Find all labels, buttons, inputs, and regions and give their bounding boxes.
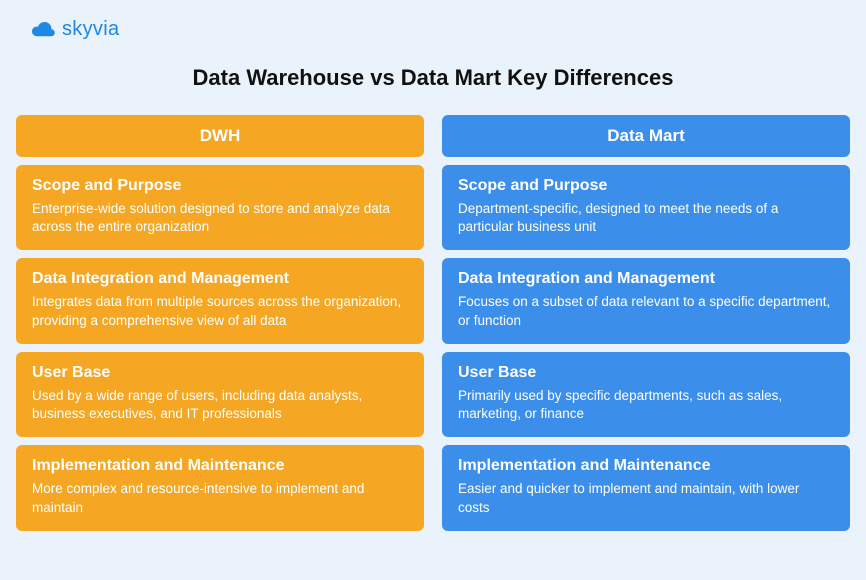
card-title: Scope and Purpose <box>32 177 408 195</box>
dwh-card: Scope and Purpose Enterprise-wide soluti… <box>16 165 424 250</box>
card-title: Data Integration and Management <box>458 270 834 288</box>
datamart-card: User Base Primarily used by specific dep… <box>442 352 850 437</box>
datamart-header: Data Mart <box>442 115 850 157</box>
dwh-column: DWH Scope and Purpose Enterprise-wide so… <box>16 115 424 531</box>
card-desc: More complex and resource-intensive to i… <box>32 480 408 516</box>
datamart-card: Implementation and Maintenance Easier an… <box>442 445 850 530</box>
brand-logo: skyvia <box>32 18 852 41</box>
card-title: Implementation and Maintenance <box>458 457 834 475</box>
datamart-column: Data Mart Scope and Purpose Department-s… <box>442 115 850 531</box>
card-desc: Focuses on a subset of data relevant to … <box>458 293 834 329</box>
dwh-card: Data Integration and Management Integrat… <box>16 258 424 343</box>
dwh-header: DWH <box>16 115 424 157</box>
card-desc: Primarily used by specific departments, … <box>458 387 834 423</box>
dwh-card: User Base Used by a wide range of users,… <box>16 352 424 437</box>
card-desc: Department-specific, designed to meet th… <box>458 200 834 236</box>
card-title: Data Integration and Management <box>32 270 408 288</box>
card-title: Implementation and Maintenance <box>32 457 408 475</box>
card-desc: Easier and quicker to implement and main… <box>458 480 834 516</box>
card-title: User Base <box>32 364 408 382</box>
datamart-card: Scope and Purpose Department-specific, d… <box>442 165 850 250</box>
brand-name: skyvia <box>62 18 119 41</box>
card-desc: Enterprise-wide solution designed to sto… <box>32 200 408 236</box>
card-desc: Integrates data from multiple sources ac… <box>32 293 408 329</box>
datamart-card: Data Integration and Management Focuses … <box>442 258 850 343</box>
dwh-card: Implementation and Maintenance More comp… <box>16 445 424 530</box>
card-title: User Base <box>458 364 834 382</box>
card-desc: Used by a wide range of users, including… <box>32 387 408 423</box>
card-title: Scope and Purpose <box>458 177 834 195</box>
comparison-columns: DWH Scope and Purpose Enterprise-wide so… <box>14 115 852 531</box>
page-title: Data Warehouse vs Data Mart Key Differen… <box>14 65 852 91</box>
cloud-icon <box>32 22 56 38</box>
